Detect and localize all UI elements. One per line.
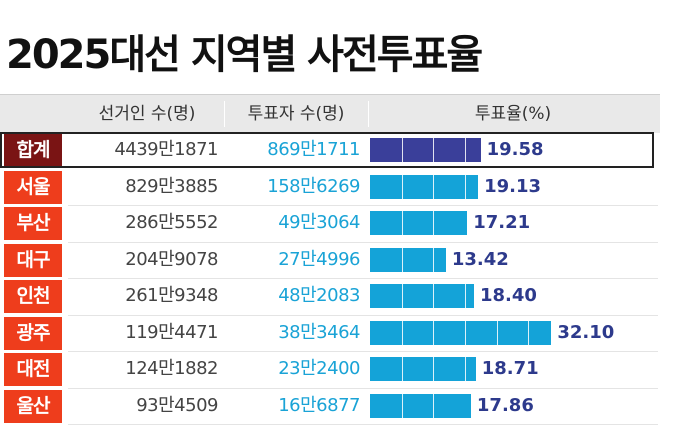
voters-count: 119만4471 <box>125 321 218 343</box>
turnout-rate-label: 19.58 <box>486 139 544 160</box>
voted-count: 38만3464 <box>278 321 360 343</box>
bar-segment-tick <box>401 284 403 308</box>
bar-segment-tick <box>433 284 435 308</box>
bar-segment-tick <box>401 174 403 199</box>
turnout-bar <box>370 247 446 272</box>
bar-segment-tick <box>464 174 466 199</box>
bar-segment-tick <box>433 393 435 418</box>
turnout-bar <box>370 284 474 308</box>
region-label: 서울 <box>4 170 62 204</box>
region-label: 울산 <box>4 389 62 423</box>
turnout-bar <box>370 211 468 235</box>
bar-segment-tick <box>528 320 530 345</box>
table-row: 광주 119만4471 38만3464 32.10 <box>0 315 660 351</box>
turnout-bar <box>370 138 481 162</box>
row-divider <box>68 205 658 206</box>
table-row: 대구 204만9078 27만4996 13.42 <box>0 242 660 278</box>
row-divider <box>68 314 658 316</box>
region-label: 부산 <box>4 207 62 240</box>
bar-segment-tick <box>464 138 466 162</box>
table-row: 서울 829만3885 158만6269 19.13 <box>0 169 660 205</box>
voters-count: 261만9348 <box>125 285 218 306</box>
voted-count: 869만1711 <box>267 139 360 160</box>
bar-segment-tick <box>433 174 435 199</box>
table-row: 울산 93만4509 16만6877 17.86 <box>0 388 660 424</box>
voters-count: 124만1882 <box>125 358 218 379</box>
voters-count: 93만4509 <box>136 394 218 416</box>
voted-count: 16만6877 <box>278 394 360 416</box>
page-title: 2025대선 지역별 사전투표율 <box>6 32 483 78</box>
header-voted: 투표자 수(명) <box>247 104 345 124</box>
bar-segment-tick <box>464 284 466 308</box>
header-rate: 투표율(%) <box>474 104 552 124</box>
voted-count: 27만4996 <box>278 248 360 270</box>
bar-segment-tick <box>496 320 498 345</box>
turnout-rate-label: 18.40 <box>479 285 537 306</box>
turnout-rate-label: 17.21 <box>473 212 531 233</box>
bar-segment-tick <box>433 320 435 345</box>
bar-segment-tick <box>433 357 435 381</box>
bar-segment-tick <box>464 320 466 345</box>
header-voters: 선거인 수(명) <box>98 104 196 124</box>
turnout-rate-label: 17.86 <box>476 394 534 416</box>
region-label: 광주 <box>4 316 62 350</box>
bar-segment-tick <box>433 211 435 235</box>
turnout-rate-label: 13.42 <box>451 248 509 270</box>
region-label: 대구 <box>4 243 62 277</box>
row-divider <box>68 241 658 243</box>
row-divider <box>68 351 658 352</box>
turnout-bar <box>370 174 479 199</box>
turnout-rate-label: 19.13 <box>484 175 542 197</box>
turnout-rate-label: 32.10 <box>557 321 615 343</box>
voters-count: 4439만1871 <box>114 139 218 160</box>
bar-segment-tick <box>401 393 403 418</box>
bar-segment-tick <box>401 247 403 272</box>
voted-count: 49만3064 <box>278 212 360 233</box>
bar-segment-tick <box>433 247 435 272</box>
turnout-table: 선거인 수(명) 투표자 수(명) 투표율(%) <box>0 94 660 133</box>
row-divider <box>68 387 658 389</box>
row-divider <box>68 424 658 425</box>
voted-count: 48만2083 <box>278 285 360 306</box>
voters-count: 286만5552 <box>125 212 218 233</box>
bar-segment-tick <box>401 211 403 235</box>
voted-count: 158만6269 <box>267 175 360 197</box>
region-label: 합계 <box>4 134 62 167</box>
voted-count: 23만2400 <box>278 358 360 379</box>
bar-segment-tick <box>401 320 403 345</box>
bar-segment-tick <box>433 138 435 162</box>
bar-segment-tick <box>464 357 466 381</box>
row-divider <box>68 278 658 279</box>
turnout-rate-label: 18.71 <box>481 358 539 379</box>
bar-segment-tick <box>401 357 403 381</box>
table-header: 선거인 수(명) 투표자 수(명) 투표율(%) <box>0 94 660 133</box>
table-row-total: 합계 4439만1871 869만1711 19.58 <box>0 132 660 168</box>
header-separator <box>224 101 225 127</box>
region-label: 대전 <box>4 353 62 386</box>
table-row: 대전 124만1882 23만2400 18.71 <box>0 351 660 387</box>
header-separator <box>368 101 369 127</box>
voters-count: 204만9078 <box>125 248 218 270</box>
turnout-bar <box>370 357 476 381</box>
turnout-bar <box>370 393 471 418</box>
region-label: 인천 <box>4 280 62 313</box>
bar-segment-tick <box>401 138 403 162</box>
table-row: 부산 286만5552 49만3064 17.21 <box>0 205 660 241</box>
table-row: 인천 261만9348 48만2083 18.40 <box>0 278 660 314</box>
turnout-bar <box>370 320 552 345</box>
voters-count: 829만3885 <box>125 175 218 197</box>
